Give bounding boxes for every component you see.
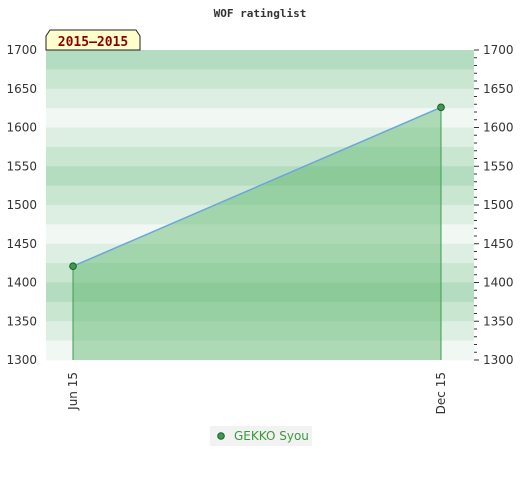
y-tick-label-right: 1600 (483, 121, 514, 135)
background-band (46, 108, 474, 128)
background-band (46, 88, 474, 109)
background-band (46, 166, 474, 187)
legend-entry: GEKKO Syou (234, 429, 309, 443)
y-tick-label-left: 1500 (6, 198, 37, 212)
y-tick-label-right: 1450 (483, 237, 514, 251)
y-tick-label-left: 1550 (6, 159, 37, 173)
legend[interactable]: GEKKO Syou (210, 426, 312, 446)
series-point (69, 262, 77, 271)
y-tick-label-right: 1550 (483, 159, 514, 173)
y-tick-label-right: 1500 (483, 198, 514, 212)
y-tick-label-left: 1450 (6, 237, 37, 251)
chart-title: WOF ratinglist (214, 7, 307, 20)
background-band (46, 282, 474, 303)
background-band (46, 321, 474, 342)
y-tick-label-left: 1350 (6, 314, 37, 328)
period-badge-label: 2015–2015 (58, 35, 128, 50)
y-tick-label-right: 1400 (483, 276, 514, 290)
background-band (46, 127, 474, 148)
y-tick-label-right: 1650 (483, 82, 514, 96)
y-axis-right: 1300 1350 1400 1450 1500 1550 1600 1650 1700 (474, 43, 514, 367)
y-tick-label-left: 1600 (6, 121, 37, 135)
background-band (46, 224, 474, 245)
background-band (46, 185, 474, 206)
y-tick-label-right: 1700 (483, 43, 514, 57)
x-axis: Jun 15 Dec 15 (66, 372, 448, 414)
background-band (46, 69, 474, 90)
period-badge: 2015–2015 (45, 29, 141, 51)
y-tick-label-left: 1400 (6, 276, 37, 290)
y-axis-left: 1300 1350 1400 1450 1500 1550 1600 1650 1700 (6, 43, 37, 367)
background-band (46, 205, 474, 225)
x-tick-label: Dec 15 (434, 372, 448, 414)
period-badge-shape (45, 29, 141, 51)
background-band (46, 146, 474, 167)
background-band (46, 243, 474, 264)
y-tick-label-left: 1650 (6, 82, 37, 96)
y-tick-label-right: 1350 (483, 314, 514, 328)
background-band (46, 50, 474, 70)
series-line (72, 106, 442, 267)
legend-box (210, 426, 312, 446)
background-bands (46, 50, 474, 361)
legend-marker (217, 432, 225, 440)
plot-area (69, 103, 445, 360)
y-tick-label-left: 1300 (6, 353, 37, 367)
background-band (46, 301, 474, 322)
background-band (46, 263, 474, 283)
y-tick-label-right: 1300 (483, 353, 514, 367)
series-area (73, 107, 441, 360)
x-tick-label: Jun 15 (66, 372, 80, 411)
background-band (46, 340, 474, 361)
series-point (437, 103, 445, 112)
y-tick-label-left: 1700 (6, 43, 37, 57)
